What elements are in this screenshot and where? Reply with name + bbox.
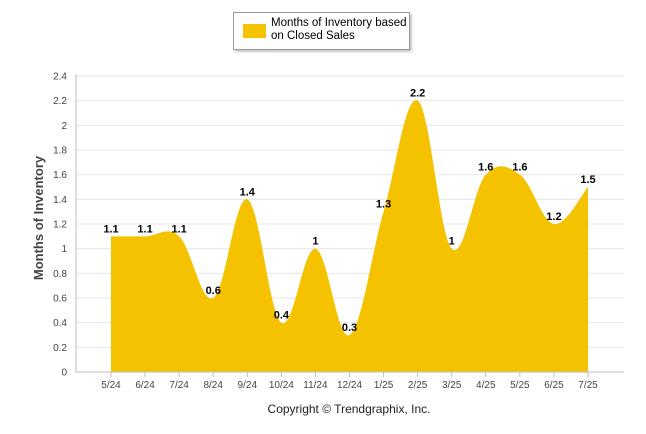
x-tick-label: 1/25 (374, 380, 394, 391)
data-label: 1 (449, 236, 455, 248)
x-tick-label: 8/24 (203, 380, 223, 391)
x-tick-label: 5/25 (510, 380, 530, 391)
data-label: 0.6 (206, 285, 221, 297)
axes (75, 74, 624, 377)
copyright-text: Copyright © Trendgraphix, Inc. (267, 402, 431, 416)
y-tick-label: 2.2 (53, 96, 67, 107)
x-tick-label: 7/24 (169, 380, 189, 391)
data-label: 1 (312, 236, 318, 248)
x-tick-label: 6/24 (135, 380, 155, 391)
y-axis-title: Months of Inventory (31, 155, 46, 280)
x-tick-label: 5/24 (101, 380, 121, 391)
legend-label: Months of Inventory based on Closed Sale… (271, 17, 407, 42)
data-labels: 1.1 1.1 1.1 0.6 1.4 0.4 1 0.3 1.3 2.2 1 1.6 1.6 1.2 1.… (103, 88, 595, 334)
y-tick-label: 0 (61, 368, 67, 379)
x-tick-label: 2/25 (408, 380, 428, 391)
x-tick-label: 9/24 (238, 380, 258, 391)
data-label: 1.4 (240, 186, 256, 198)
data-label: 0.3 (342, 322, 357, 334)
legend-swatch (243, 24, 266, 38)
y-tick-label: 0.8 (53, 269, 67, 280)
x-tick-labels: 5/24 6/24 7/24 8/24 9/24 10/24 11/24 12/24 1/25 2… (101, 380, 598, 391)
data-label: 1.6 (478, 162, 493, 174)
data-label: 1.1 (137, 223, 152, 235)
x-tick-label: 12/24 (337, 380, 362, 391)
area-series (111, 100, 588, 372)
data-label: 1.1 (171, 223, 186, 235)
legend[interactable]: Months of Inventory based on Closed Sale… (233, 12, 410, 50)
y-tick-label: 2 (61, 121, 67, 132)
data-label: 1.2 (546, 211, 561, 223)
y-tick-label: 0.4 (53, 318, 67, 329)
x-tick-label: 4/25 (476, 380, 496, 391)
y-tick-label: 1.8 (53, 146, 67, 157)
data-label: 1.3 (376, 199, 391, 211)
y-tick-label: 2.4 (53, 72, 67, 83)
data-label: 1.6 (512, 162, 527, 174)
data-label: 2.2 (410, 88, 425, 100)
data-label: 1.1 (103, 223, 118, 235)
y-tick-label: 0.6 (53, 294, 67, 305)
x-tick-label: 10/24 (269, 380, 294, 391)
data-label: 0.4 (274, 310, 290, 322)
data-label: 1.5 (580, 174, 595, 186)
y-tick-label: 1.6 (53, 170, 67, 181)
y-tick-labels: 0 0.2 0.4 0.6 0.8 1 1.2 1.4 1.6 1.8 2 2.2 2.4 (53, 72, 67, 379)
x-tick-label: 11/24 (303, 380, 328, 391)
y-tick-label: 1.2 (53, 220, 67, 231)
y-tick-label: 1.4 (53, 195, 67, 206)
y-tick-label: 1 (61, 244, 67, 255)
x-tick-label: 6/25 (544, 380, 564, 391)
y-tick-label: 0.2 (53, 343, 67, 354)
x-tick-label: 3/25 (442, 380, 462, 391)
x-tick-label: 7/25 (578, 380, 598, 391)
